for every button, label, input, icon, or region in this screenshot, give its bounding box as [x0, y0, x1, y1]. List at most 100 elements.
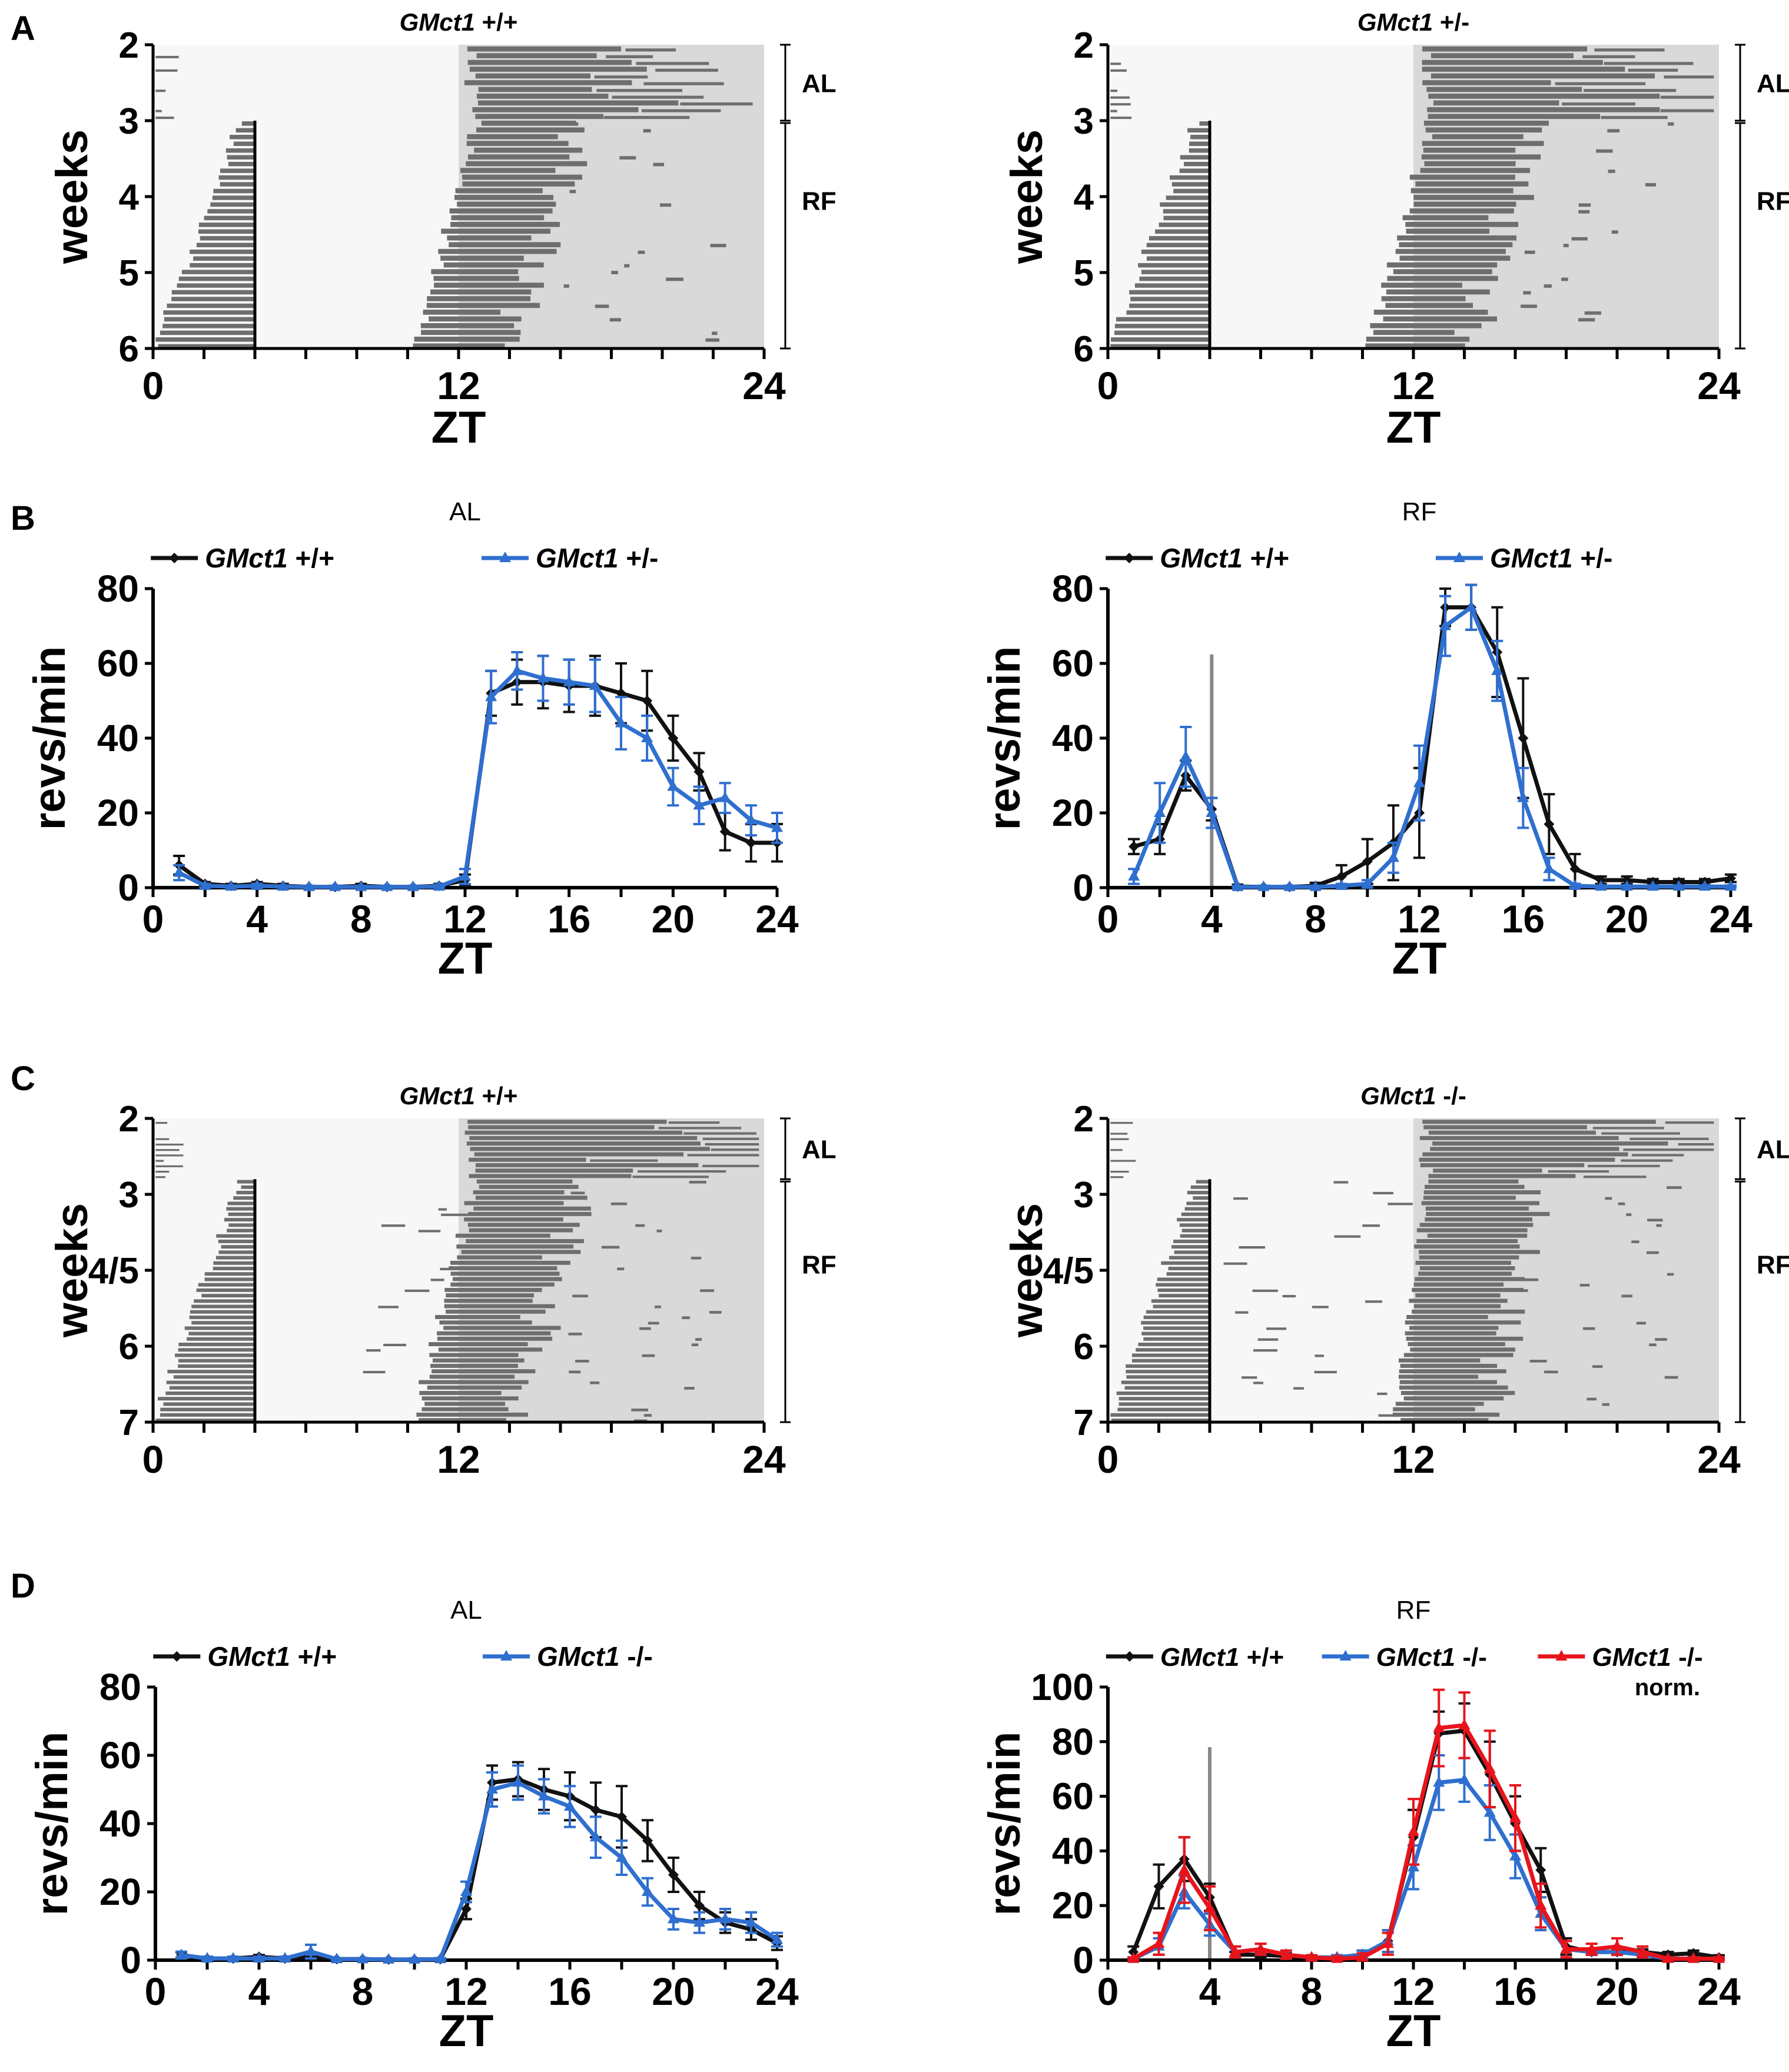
x-tick-label: 12 — [444, 1970, 487, 2013]
activity-bout — [207, 209, 254, 214]
x-tick-label: 8 — [350, 897, 372, 941]
activity-bout — [1173, 188, 1209, 194]
x-axis-label: ZT — [432, 403, 486, 453]
activity-bout — [1416, 1228, 1528, 1233]
activity-bout — [1415, 1260, 1512, 1265]
activity-bout — [155, 1176, 165, 1178]
data-point — [1569, 879, 1581, 890]
panel-letter-c: C — [11, 1060, 35, 1098]
activity-bout — [191, 1321, 254, 1325]
activity-bout — [594, 75, 648, 79]
activity-bout — [189, 1315, 254, 1319]
activity-bout — [438, 1208, 447, 1211]
activity-bout — [569, 1370, 581, 1374]
activity-bout — [429, 1342, 528, 1346]
activity-bout — [204, 1272, 254, 1276]
activity-bout — [1377, 1392, 1388, 1395]
activity-bout — [233, 141, 254, 146]
activity-bout — [366, 1349, 381, 1352]
activity-bout — [1398, 1374, 1479, 1379]
activity-bout — [606, 55, 653, 58]
activity-bout — [466, 1141, 701, 1146]
activity-bout — [1579, 1284, 1590, 1287]
data-point — [1535, 1899, 1547, 1910]
activity-bout — [218, 1250, 254, 1254]
actogram-a-left: 0 12 24 2 3 4 5 6 weeks ZT GMct1 +/+ AL RF — [47, 8, 837, 453]
activity-bout — [1428, 1174, 1576, 1178]
activity-bout — [467, 1223, 580, 1227]
x-tick-label: 0 — [142, 897, 164, 941]
activity-bout — [1362, 1224, 1380, 1227]
activity-bout — [1664, 1376, 1678, 1379]
data-point — [1433, 1721, 1445, 1732]
data-point — [1517, 791, 1529, 802]
legend: GMct1 +/+ GMct1 +/- — [151, 543, 658, 573]
activity-bout — [421, 1396, 519, 1401]
activity-bout — [596, 89, 683, 92]
activity-bout — [1126, 310, 1209, 315]
activity-bout — [1419, 1223, 1534, 1227]
activity-bout — [444, 1299, 533, 1303]
data-point — [1672, 880, 1685, 891]
activity-bout — [155, 1154, 184, 1157]
activity-bout — [434, 283, 544, 288]
y-axis-label: weeks — [1002, 130, 1052, 264]
x-tick-label: 0 — [142, 1437, 164, 1481]
activity-bout — [1655, 1338, 1667, 1341]
light-phase-bg — [1108, 45, 1413, 348]
activity-bout — [700, 1289, 715, 1292]
activity-bout — [1422, 67, 1625, 72]
activity-bout — [702, 1164, 759, 1167]
activity-bout — [1422, 46, 1588, 52]
activity-bout — [1193, 1196, 1209, 1200]
activity-bout — [705, 1143, 759, 1146]
activity-bout — [475, 1196, 588, 1200]
data-point — [201, 1952, 213, 1963]
data-point — [537, 672, 549, 683]
activity-bout — [450, 1282, 555, 1287]
x-tick-label: 12 — [1398, 897, 1441, 941]
data-point — [199, 879, 211, 890]
activity-bout — [1114, 324, 1209, 328]
activity-bout — [1636, 1321, 1646, 1325]
activity-bout — [178, 1343, 254, 1346]
y-tick-label: 80 — [1052, 1721, 1094, 1763]
data-point — [1662, 1952, 1674, 1963]
activity-bout — [1314, 1370, 1337, 1374]
x-tick-label: 24 — [1697, 1970, 1741, 2013]
activity-bout — [1412, 1287, 1524, 1292]
activity-bout — [1428, 94, 1660, 99]
data-point — [1387, 851, 1399, 862]
legend-label-norm: norm. — [1635, 1675, 1700, 1701]
activity-bout — [210, 202, 254, 207]
activity-bout — [171, 290, 254, 295]
data-point — [538, 1789, 550, 1801]
activity-bout — [1159, 1294, 1209, 1298]
data-point — [615, 716, 627, 728]
y-tick-label: 20 — [99, 1871, 141, 1913]
data-point — [771, 1933, 783, 1944]
activity-bout — [1110, 62, 1121, 65]
activity-bout — [418, 1230, 441, 1233]
activity-bout — [1409, 208, 1514, 214]
activity-bout — [200, 236, 254, 241]
activity-bout — [440, 255, 524, 261]
activity-bout — [193, 256, 254, 261]
activity-bout — [1410, 1347, 1515, 1352]
x-tick-label: 4 — [246, 897, 268, 941]
activity-bout — [216, 1234, 254, 1238]
activity-bout — [705, 338, 719, 342]
series-line — [1131, 605, 1731, 889]
data-point — [642, 1835, 653, 1846]
activity-bout — [658, 1127, 742, 1130]
activity-bout — [1118, 1397, 1209, 1401]
activity-bout — [476, 127, 585, 133]
chart-title: AL — [450, 1596, 482, 1625]
activity-bout — [666, 277, 683, 281]
activity-bout — [461, 1250, 581, 1254]
data-point — [1465, 600, 1478, 612]
activity-bout — [1126, 1375, 1209, 1379]
activity-bout — [1656, 1224, 1662, 1227]
y-tick-label: 2 — [1074, 25, 1094, 66]
x-tick-label: 16 — [547, 897, 590, 941]
